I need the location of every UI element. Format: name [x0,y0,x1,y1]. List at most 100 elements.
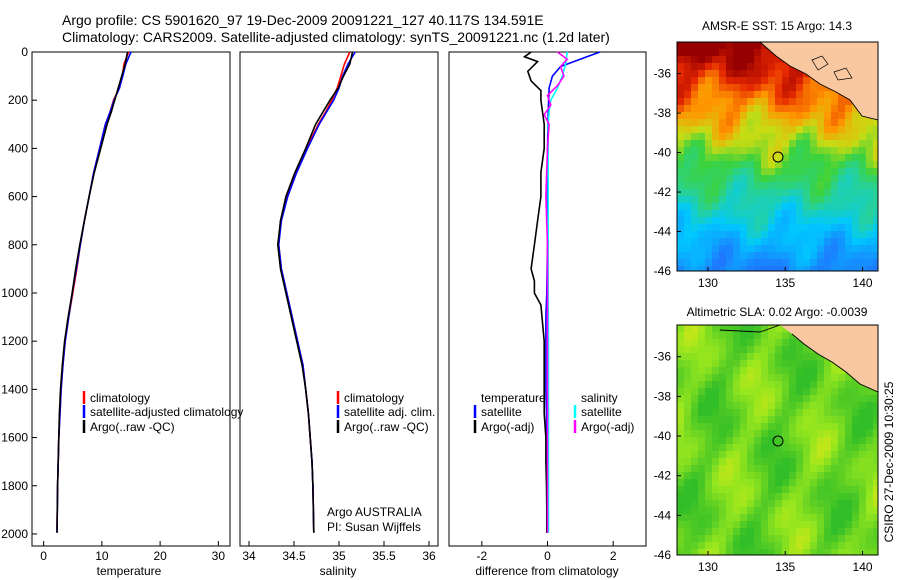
heatmap-cell [698,374,706,382]
heatmap-cell [852,479,860,487]
heatmap-cell [866,465,874,473]
heatmap-cell [754,140,762,148]
heatmap-cell [852,472,860,480]
heatmap-cell [824,140,832,148]
heatmap-cell [698,126,706,134]
heatmap-cell [733,493,741,501]
heatmap-cell [873,549,878,555]
heatmap-cell [796,416,804,424]
heatmap-cell [684,402,692,410]
heatmap-cell [740,210,748,218]
heatmap-cell [712,266,720,271]
heatmap-cell [747,472,755,480]
heatmap-cell [817,175,825,183]
heatmap-cell [677,486,685,494]
heatmap-cell [677,252,685,260]
heatmap-cell [831,203,839,211]
heatmap-cell [775,252,783,260]
heatmap-cell [775,409,783,417]
heatmap-cell [831,252,839,260]
heatmap-cell [866,416,874,424]
heatmap-cell [782,444,790,452]
heatmap-cell [761,154,769,162]
heatmap-cell [817,486,825,494]
heatmap-cell [873,402,878,410]
coastline [759,42,878,121]
heatmap-cell [684,542,692,550]
heatmap-cell [810,189,818,197]
heatmap-cell [775,325,783,333]
heatmap-cell [691,472,699,480]
heatmap-cell [810,444,818,452]
heatmap-cell [866,168,874,176]
heatmap-cell [768,542,776,550]
heatmap-cell [873,479,878,487]
heatmap-cell [845,535,853,543]
heatmap-cell [719,423,727,431]
heatmap-cell [859,458,867,466]
heatmap-cell [726,458,734,466]
heatmap-cell [754,119,762,127]
heatmap-cell [782,203,790,211]
heatmap-cell [747,458,755,466]
heatmap-cell [691,189,699,197]
heatmap-cell [712,339,720,347]
heatmap-cell [747,521,755,529]
heatmap-cell [705,49,713,57]
heatmap-cell [775,535,783,543]
heatmap-cell [824,472,832,480]
heatmap-cell [698,259,706,267]
heatmap-cell [817,259,825,267]
heatmap-cell [768,472,776,480]
heatmap-cell [726,521,734,529]
heatmap-cell [866,217,874,225]
heatmap-cell [754,168,762,176]
heatmap-cell [796,423,804,431]
heatmap-cell [796,542,804,550]
heatmap-cell [733,500,741,508]
heatmap-cell [859,451,867,459]
heatmap-cell [803,133,811,141]
heatmap-cell [782,381,790,389]
heatmap-cell [684,168,692,176]
heatmap-cell [866,542,874,550]
heatmap-cell [719,500,727,508]
heatmap-cell [803,210,811,218]
heatmap-cell [852,423,860,431]
depth-tick-label: 2000 [1,527,28,541]
heatmap-cell [712,154,720,162]
heatmap-cell [705,238,713,246]
heatmap-cell [796,259,804,267]
heatmap-cell [838,395,846,403]
heatmap-cell [796,444,804,452]
heatmap-cell [733,245,741,253]
heatmap-cell [712,416,720,424]
heatmap-cell [712,451,720,459]
heatmap-cell [747,140,755,148]
heatmap-cell [831,217,839,225]
heatmap-cell [705,210,713,218]
heatmap-cell [691,105,699,113]
heatmap-cell [677,217,685,225]
heatmap-cell [719,353,727,361]
heatmap-cell [761,514,769,522]
heatmap-cell [691,84,699,92]
heatmap-cell [803,500,811,508]
heatmap-cell [705,388,713,396]
heatmap-cell [852,196,860,204]
heatmap-cell [733,409,741,417]
heatmap-cell [859,224,867,232]
heatmap-cell [824,549,832,555]
heatmap-cell [677,381,685,389]
salinity-xlabel: salinity [320,564,357,578]
heatmap-cell [782,549,790,555]
heatmap-cell [698,416,706,424]
salinity-x-axis: 34 34.5 35 35.5 36 [242,541,436,563]
map-y-tick-label: -46 [654,264,672,278]
heatmap-cell [712,210,720,218]
heatmap-cell [684,70,692,78]
heatmap-cell [719,119,727,127]
heatmap-cell [810,245,818,253]
heatmap-cell [768,339,776,347]
heatmap-cell [803,381,811,389]
